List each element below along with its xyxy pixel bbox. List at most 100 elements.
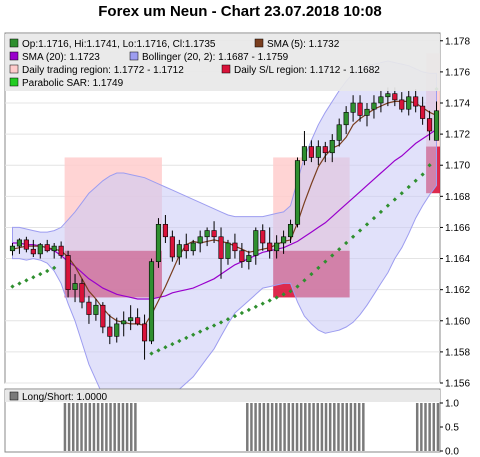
candle-body xyxy=(65,255,71,290)
long-short-bar xyxy=(420,403,423,451)
sar-layer xyxy=(10,86,439,356)
sar-point xyxy=(198,329,203,334)
candle-body xyxy=(141,323,148,342)
candle-body xyxy=(343,112,349,126)
candle-body xyxy=(218,236,224,259)
long-short-bar xyxy=(304,403,307,451)
lower-y-tick-label: 0.5 xyxy=(445,423,459,434)
lower-y-tick-label: 0.0 xyxy=(445,447,459,457)
y-axis: 1.178 1.176 1.174 1.172 1.170 1.168 1.166 1.164… xyxy=(440,36,470,390)
lower-y-axis: 1.0 0.5 0.0 xyxy=(440,399,459,457)
candle-body xyxy=(308,146,314,158)
long-short-bar xyxy=(246,403,249,451)
legend-swatch-bollinger xyxy=(129,51,139,61)
long-short-bar xyxy=(320,403,324,451)
legend-swatch-daily-region xyxy=(9,64,19,74)
candle-body xyxy=(427,118,433,132)
long-short-bar xyxy=(254,403,257,451)
long-short-bar xyxy=(101,403,104,451)
long-short-bar xyxy=(117,403,121,451)
candle-body xyxy=(392,93,398,101)
long-short-bar xyxy=(270,403,274,451)
sar-point xyxy=(364,222,370,227)
candle-body xyxy=(197,236,203,244)
sar-point xyxy=(281,292,286,297)
candle-body xyxy=(274,242,280,252)
candle-body xyxy=(23,239,29,250)
long-short-bar xyxy=(266,403,270,451)
sar-point xyxy=(337,247,342,252)
candle-body xyxy=(58,245,64,256)
long-short-bar xyxy=(362,403,365,451)
sar-point xyxy=(378,209,384,215)
candle-body xyxy=(225,242,231,259)
candle-body xyxy=(246,255,252,262)
sar-point xyxy=(211,323,217,328)
long-short-bar xyxy=(295,403,299,451)
sar-point xyxy=(357,228,363,233)
candle-body xyxy=(107,326,113,337)
lower-legend-box xyxy=(5,390,440,402)
candle-body xyxy=(287,224,294,238)
long-short-bar xyxy=(130,403,133,451)
long-short-bar xyxy=(328,403,332,451)
candle-body xyxy=(364,108,370,116)
legend-sl-region: Daily S/L region: 1.1712 - 1.1682 xyxy=(234,65,380,76)
y-tick-label: 1.174 xyxy=(445,99,470,110)
y-tick-label: 1.170 xyxy=(445,161,470,172)
sar-point xyxy=(392,197,397,202)
lower-y-tick-label: 1.0 xyxy=(445,399,459,410)
long-short-bar xyxy=(353,403,357,451)
candle-body xyxy=(121,320,127,325)
candle-body xyxy=(267,242,273,252)
y-tick-label: 1.176 xyxy=(445,67,470,78)
long-short-bar xyxy=(258,403,261,451)
sar-point xyxy=(316,265,321,271)
sar-point xyxy=(295,284,300,289)
long-short-bar xyxy=(428,403,431,451)
legend-swatch-sma20 xyxy=(9,51,19,61)
legend-swatch-sar xyxy=(9,77,19,87)
sar-point xyxy=(239,310,245,316)
sar-point xyxy=(406,184,411,190)
legend-ohlc: Op:1.1716, Hi:1.1741, Lo:1.1716, Cl:1.17… xyxy=(22,39,216,50)
long-short-bar xyxy=(63,403,67,451)
sar-point xyxy=(330,253,335,258)
candle-body xyxy=(100,304,106,328)
long-short-bar xyxy=(275,403,278,451)
candle-body xyxy=(420,105,426,119)
long-short-bar xyxy=(279,403,282,451)
candle-body xyxy=(114,323,120,337)
candle-body xyxy=(44,244,50,252)
long-short-bar xyxy=(436,403,440,451)
candle-body xyxy=(30,248,36,255)
candle-body xyxy=(329,140,335,154)
long-short-bar xyxy=(67,403,71,451)
long-short-bar xyxy=(262,403,266,451)
sar-point xyxy=(191,332,196,337)
candle-body xyxy=(204,230,210,238)
candle-body xyxy=(315,146,321,158)
candle-body xyxy=(413,96,419,107)
y-tick-label: 1.168 xyxy=(445,192,470,203)
long-short-bar xyxy=(349,403,353,451)
y-tick-label: 1.162 xyxy=(445,285,470,296)
long-short-bar xyxy=(345,403,348,451)
candle-body xyxy=(253,230,259,256)
y-tick-label: 1.156 xyxy=(445,379,470,390)
long-short-bar xyxy=(287,403,290,451)
long-short-bar xyxy=(121,403,125,451)
candle-body xyxy=(9,245,16,252)
long-short-bar xyxy=(250,403,253,451)
legend-sma5: SMA (5): 1.1732 xyxy=(267,39,340,50)
sar-point xyxy=(385,203,390,208)
sar-point xyxy=(413,178,418,183)
candle-body xyxy=(357,102,363,116)
candle-body xyxy=(93,304,99,315)
y-tick-label: 1.160 xyxy=(445,316,470,327)
long-short-bar xyxy=(88,403,92,451)
long-short-bar xyxy=(96,403,100,451)
long-short-bar xyxy=(134,403,137,451)
long-short-bar xyxy=(105,403,108,451)
